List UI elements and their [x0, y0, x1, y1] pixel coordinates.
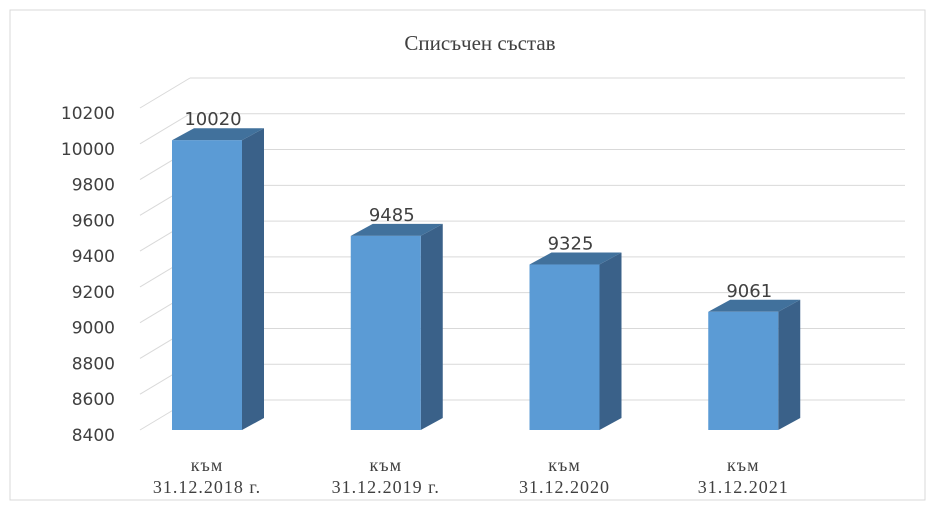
value-label: 9485 — [369, 205, 415, 226]
value-label: 10020 — [184, 109, 241, 130]
bar-top — [529, 252, 622, 265]
bar — [708, 311, 779, 430]
grid-line-side — [139, 113, 191, 145]
x-tick-label: към 31.12.2021 — [697, 455, 789, 497]
bar-top — [172, 128, 264, 141]
y-tick-label: 10200 — [61, 104, 115, 124]
y-tick-label: 9800 — [72, 176, 115, 196]
y-tick-label: 8600 — [72, 390, 115, 410]
value-label: 9061 — [726, 281, 772, 302]
grid-line-side — [139, 77, 191, 109]
chart-frame — [9, 9, 926, 501]
bar-side — [242, 128, 264, 430]
y-tick-label: 8400 — [72, 426, 115, 446]
bar-side — [778, 299, 801, 430]
x-tick-label: към 31.12.2020 — [519, 455, 610, 497]
bar-top — [708, 299, 801, 312]
x-tick-label: към 31.12.2019 г. — [331, 455, 440, 497]
y-tick-label: 8800 — [72, 354, 115, 374]
bar-side — [599, 252, 622, 430]
y-tick-label: 10000 — [61, 140, 115, 160]
value-label: 9325 — [548, 234, 594, 255]
x-tick-label: към 31.12.2018 г. — [152, 455, 262, 497]
bar — [350, 235, 421, 430]
y-tick-label: 9600 — [72, 211, 115, 231]
bar-side — [420, 223, 443, 430]
chart-title: Списъчен състав — [404, 31, 555, 55]
y-tick-label: 9000 — [72, 319, 115, 339]
bar — [529, 264, 600, 430]
bar-top — [350, 223, 443, 236]
y-tick-label: 9400 — [72, 247, 115, 267]
bar — [172, 140, 242, 430]
y-tick-label: 9200 — [72, 283, 115, 303]
